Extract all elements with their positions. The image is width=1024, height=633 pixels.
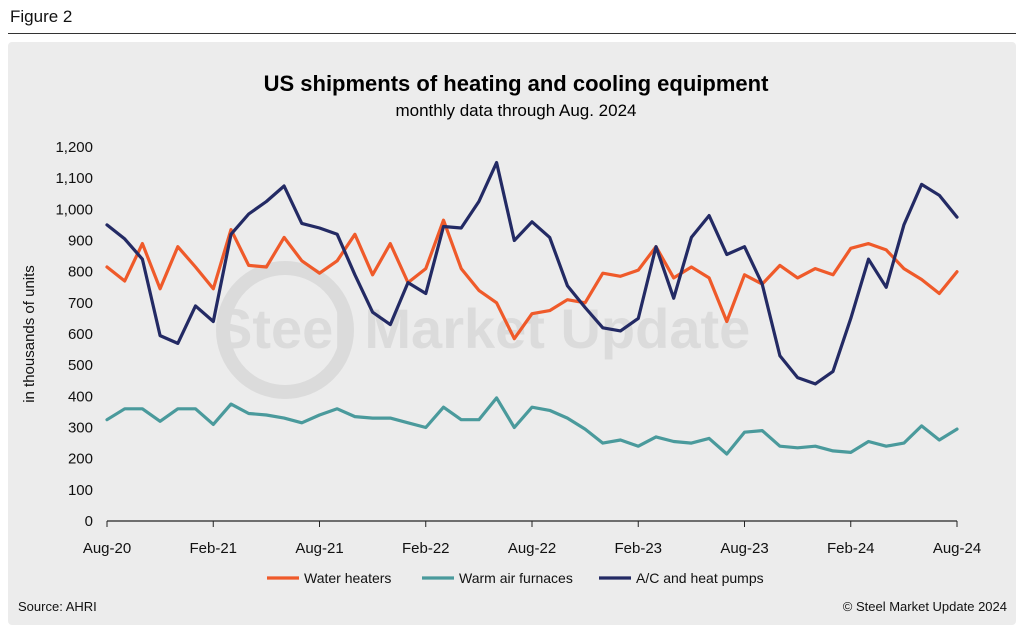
- copyright-note: © Steel Market Update 2024: [843, 599, 1007, 614]
- y-tick-label: 100: [68, 482, 93, 499]
- figure-label: Figure 2: [10, 7, 73, 26]
- x-tick-label: Aug-24: [933, 540, 981, 557]
- y-tick-label: 1,200: [55, 139, 93, 156]
- legend-label: A/C and heat pumps: [636, 570, 764, 586]
- y-tick-label: 700: [68, 295, 93, 312]
- series-line-ac-heat-pumps: [105, 161, 959, 386]
- y-tick-label: 300: [68, 420, 93, 437]
- chart-title: US shipments of heating and cooling equi…: [264, 71, 769, 96]
- series-line-warm-air-furnaces: [105, 396, 959, 456]
- x-tick-label: Feb-21: [189, 540, 237, 557]
- x-tick-label: Aug-22: [508, 540, 556, 557]
- y-tick-label: 500: [68, 357, 93, 374]
- x-tick-label: Aug-23: [720, 540, 768, 557]
- watermark-logo-icon: [216, 261, 354, 399]
- y-tick-label: 1,100: [55, 170, 93, 187]
- watermark-text: Steel Market Update: [215, 297, 750, 360]
- y-tick-label: 200: [68, 451, 93, 468]
- y-axis-ticks: 0 100 200 300 400 500 600 700 800 900 1,000 1,100 1,…: [55, 139, 93, 530]
- y-tick-label: 400: [68, 388, 93, 405]
- legend: Water heaters Warm air furnaces A/C and he…: [267, 570, 764, 586]
- source-note: Source: AHRI: [18, 599, 97, 614]
- x-tick-label: Feb-24: [827, 540, 875, 557]
- top-divider: [8, 33, 1016, 34]
- x-tick-label: Aug-21: [295, 540, 343, 557]
- watermark: Steel Market Update: [215, 261, 750, 399]
- x-tick-label: Feb-22: [402, 540, 450, 557]
- legend-label: Warm air furnaces: [459, 570, 573, 586]
- legend-label: Water heaters: [304, 570, 391, 586]
- y-tick-label: 800: [68, 264, 93, 281]
- chart-subtitle: monthly data through Aug. 2024: [395, 101, 636, 120]
- y-tick-label: 900: [68, 233, 93, 250]
- x-tick-label: Feb-23: [614, 540, 662, 557]
- x-axis-ticks: Aug-20 Feb-21 Aug-21 Feb-22 Aug-22 Feb-23 Aug-…: [83, 521, 981, 557]
- x-tick-label: Aug-20: [83, 540, 131, 557]
- series-lines: [105, 161, 959, 456]
- series-line-water-heaters: [105, 218, 959, 341]
- y-tick-label: 600: [68, 326, 93, 343]
- y-tick-label: 1,000: [55, 201, 93, 218]
- y-tick-label: 0: [85, 513, 93, 530]
- y-axis-label: in thousands of units: [21, 265, 38, 403]
